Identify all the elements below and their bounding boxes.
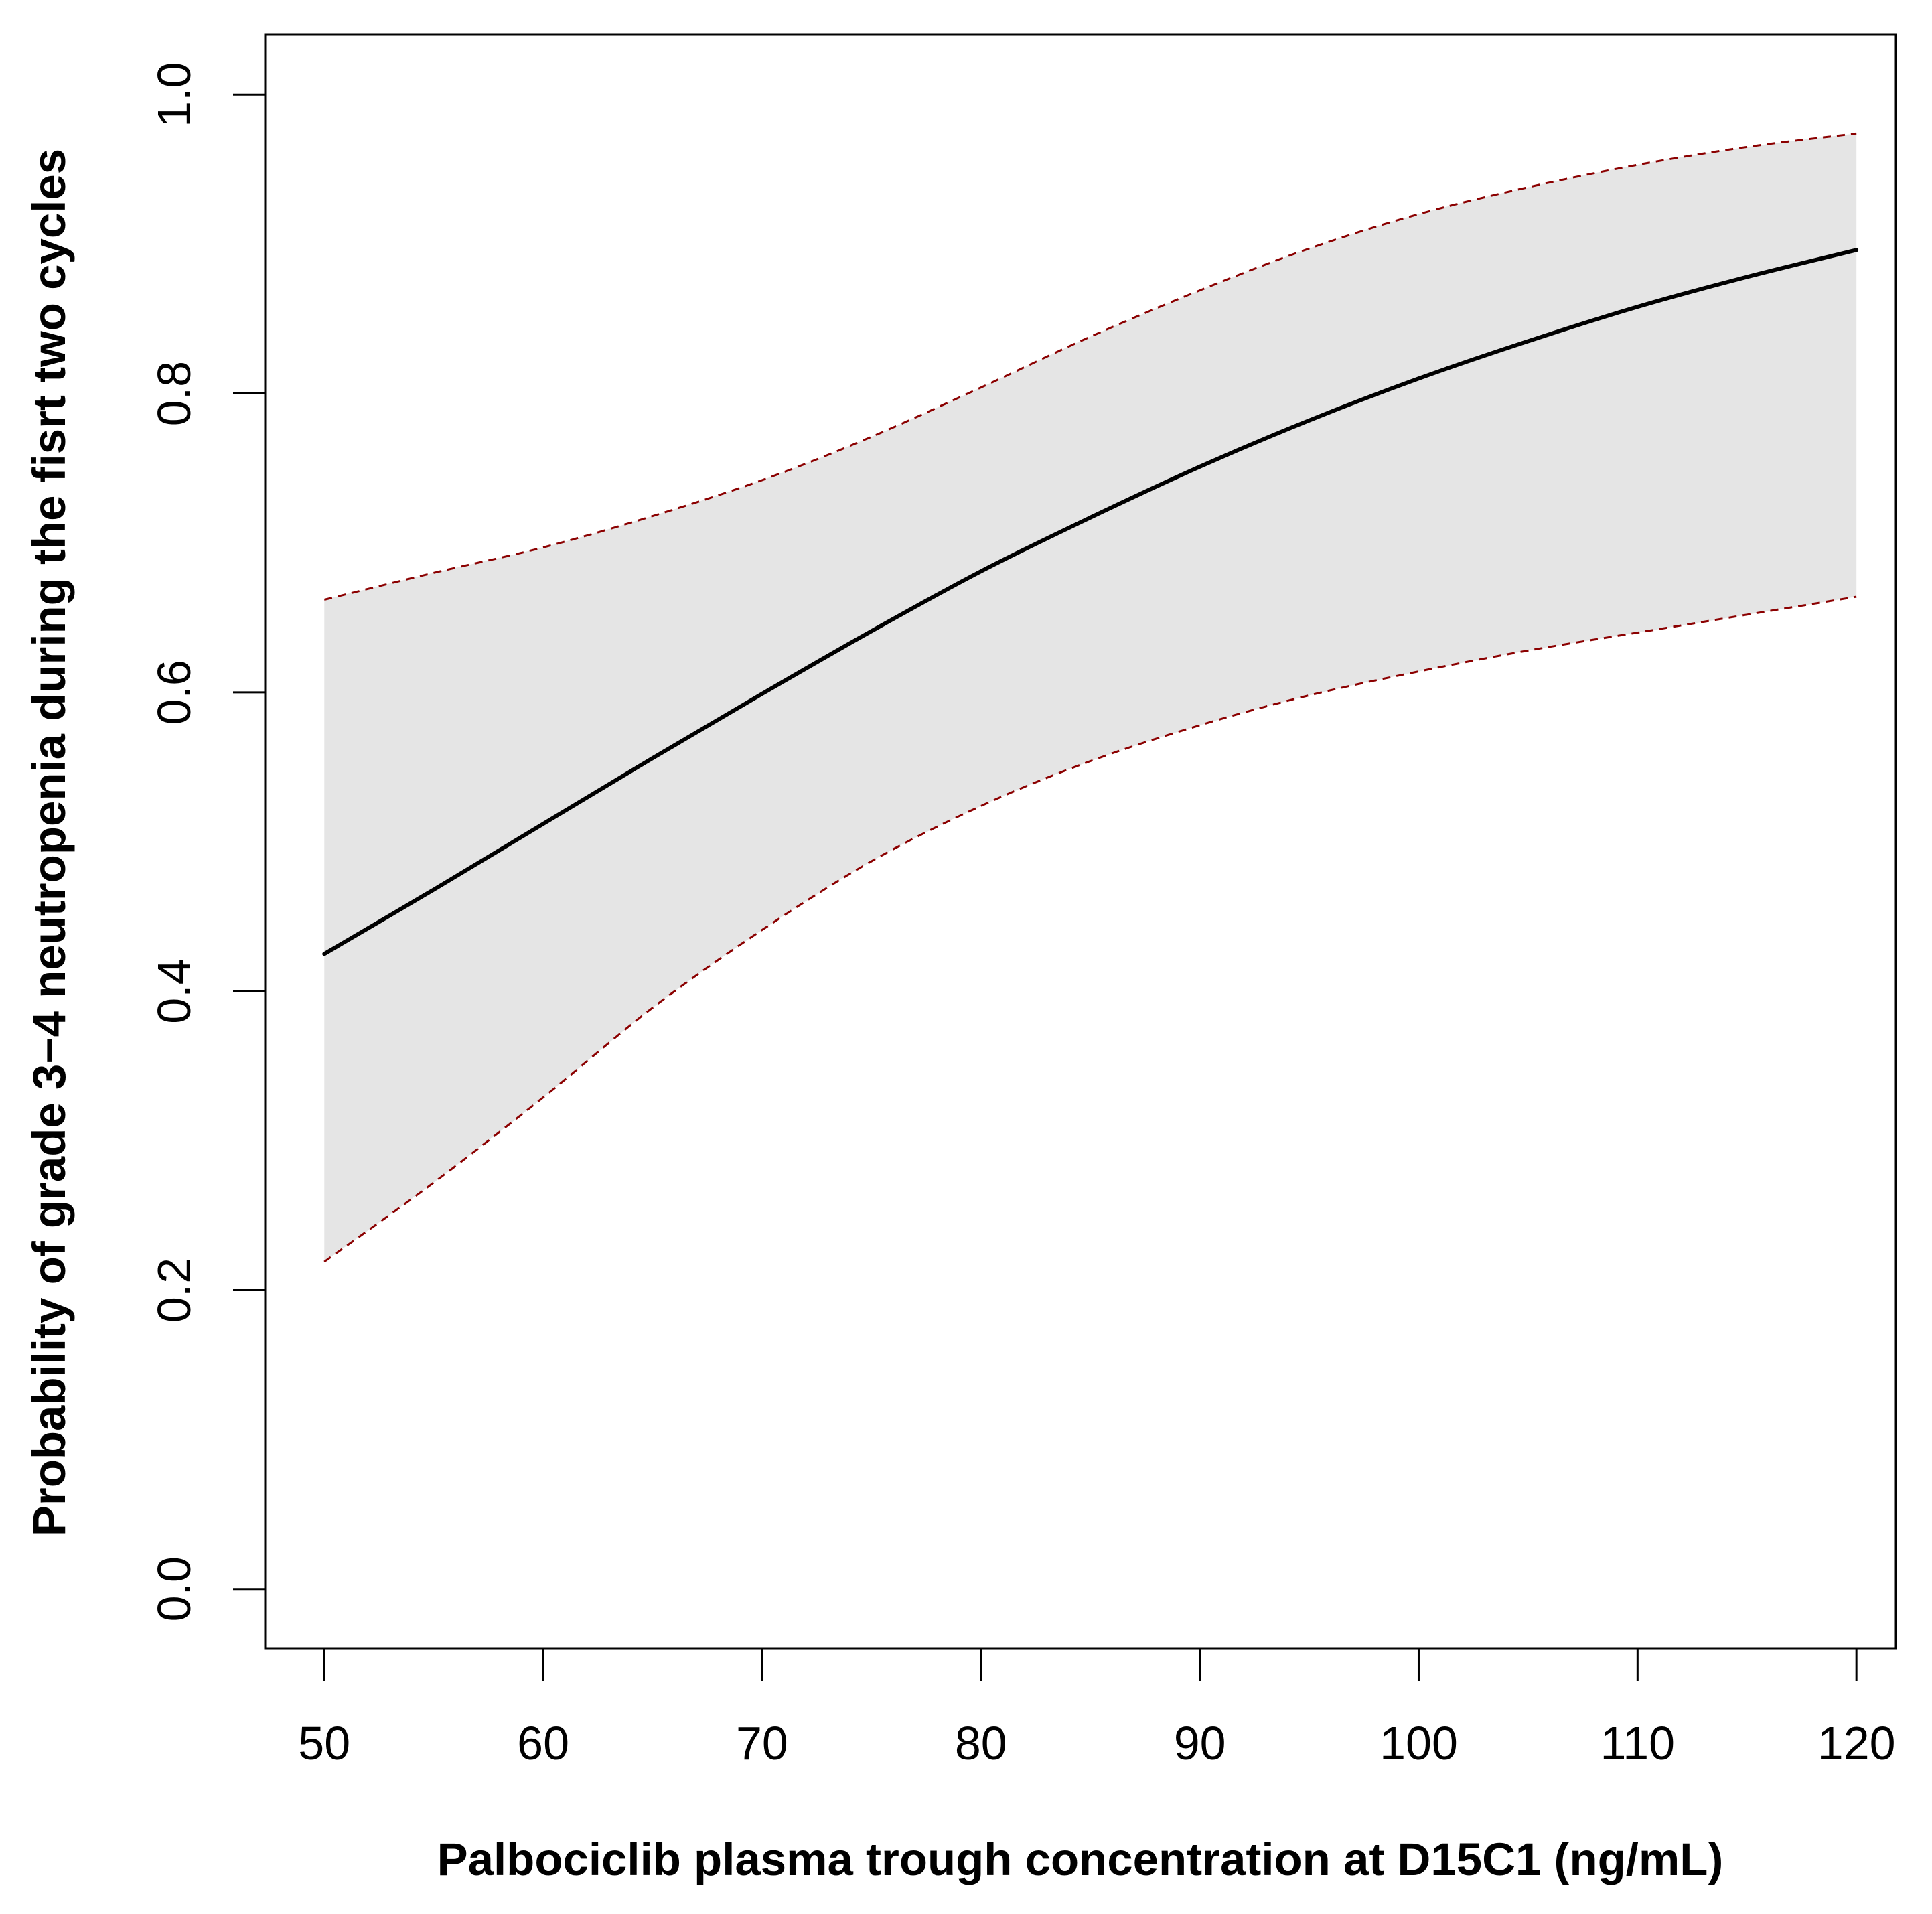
- y-tick-label: 0.0: [148, 1556, 200, 1621]
- x-tick-label: 100: [1380, 1717, 1458, 1769]
- x-axis: 50 60 70 80 90 100 110 120: [298, 1647, 1896, 1769]
- lower-ci-line: [323, 595, 1857, 1263]
- y-tick-label: 0.8: [148, 361, 200, 426]
- confidence-band-layer: [324, 133, 1857, 1262]
- predicted-probability-line: [322, 248, 1859, 956]
- x-tick-label: 110: [1601, 1717, 1676, 1769]
- x-tick-label: 50: [298, 1717, 350, 1769]
- y-tick-label: 0.6: [148, 660, 200, 725]
- x-tick-label: 120: [1817, 1717, 1896, 1769]
- y-tick-label: 1.0: [148, 62, 200, 127]
- x-tick-label: 60: [517, 1717, 569, 1769]
- y-axis-title: Probability of grade 3−4 neutropenia dur…: [23, 149, 75, 1536]
- x-tick-label: 90: [1174, 1717, 1226, 1769]
- series-layer: [322, 132, 1859, 1263]
- confidence-band: [324, 133, 1857, 1262]
- x-axis-title: Palbociclib plasma trough concentration …: [437, 1834, 1724, 1885]
- upper-ci-line: [323, 132, 1857, 601]
- x-tick-label: 70: [736, 1717, 788, 1769]
- y-tick-label: 0.4: [148, 958, 200, 1023]
- y-tick-label: 0.2: [148, 1258, 200, 1323]
- y-axis: 0.0 0.2 0.4 0.6 0.8 1.0: [148, 62, 267, 1621]
- x-tick-label: 80: [955, 1717, 1007, 1769]
